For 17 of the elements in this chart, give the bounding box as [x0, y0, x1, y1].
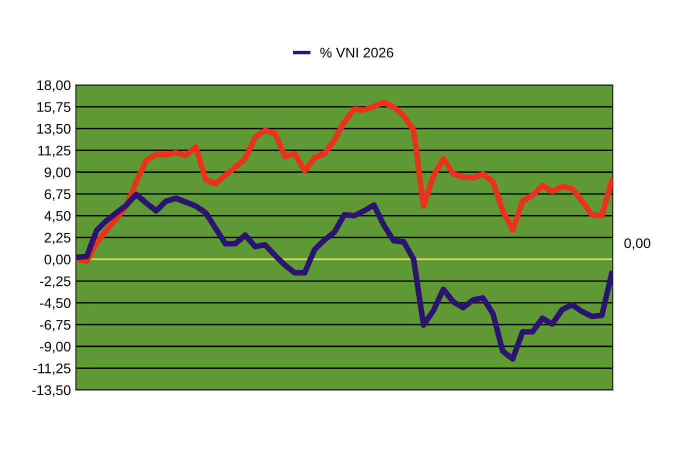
y-tick-label: -11,25: [33, 363, 70, 375]
y-tick-label: 4,50: [44, 211, 70, 222]
y-tick-label: 15,75: [37, 102, 70, 114]
y-tick-label: -6,75: [40, 320, 70, 332]
y-tick-label: -13,50: [32, 385, 70, 397]
y-tick-label: 2,25: [44, 232, 70, 244]
y-tick-label: 9,00: [44, 167, 70, 179]
y-tick-label: 18,00: [37, 80, 70, 92]
y-tick-label: 6,75: [44, 189, 70, 201]
y-tick-label: -2,25: [40, 276, 70, 288]
legend-label: % VNI 2026: [320, 48, 394, 58]
y-tick-label: 13,50: [37, 124, 70, 136]
y-tick-label: 0,00: [44, 254, 70, 266]
ref-line-label: 0,00: [624, 238, 650, 250]
y-tick-label: 11,25: [38, 146, 70, 158]
y-tick-label: -9,00: [40, 342, 70, 354]
y-tick-label: -4,50: [40, 298, 70, 310]
